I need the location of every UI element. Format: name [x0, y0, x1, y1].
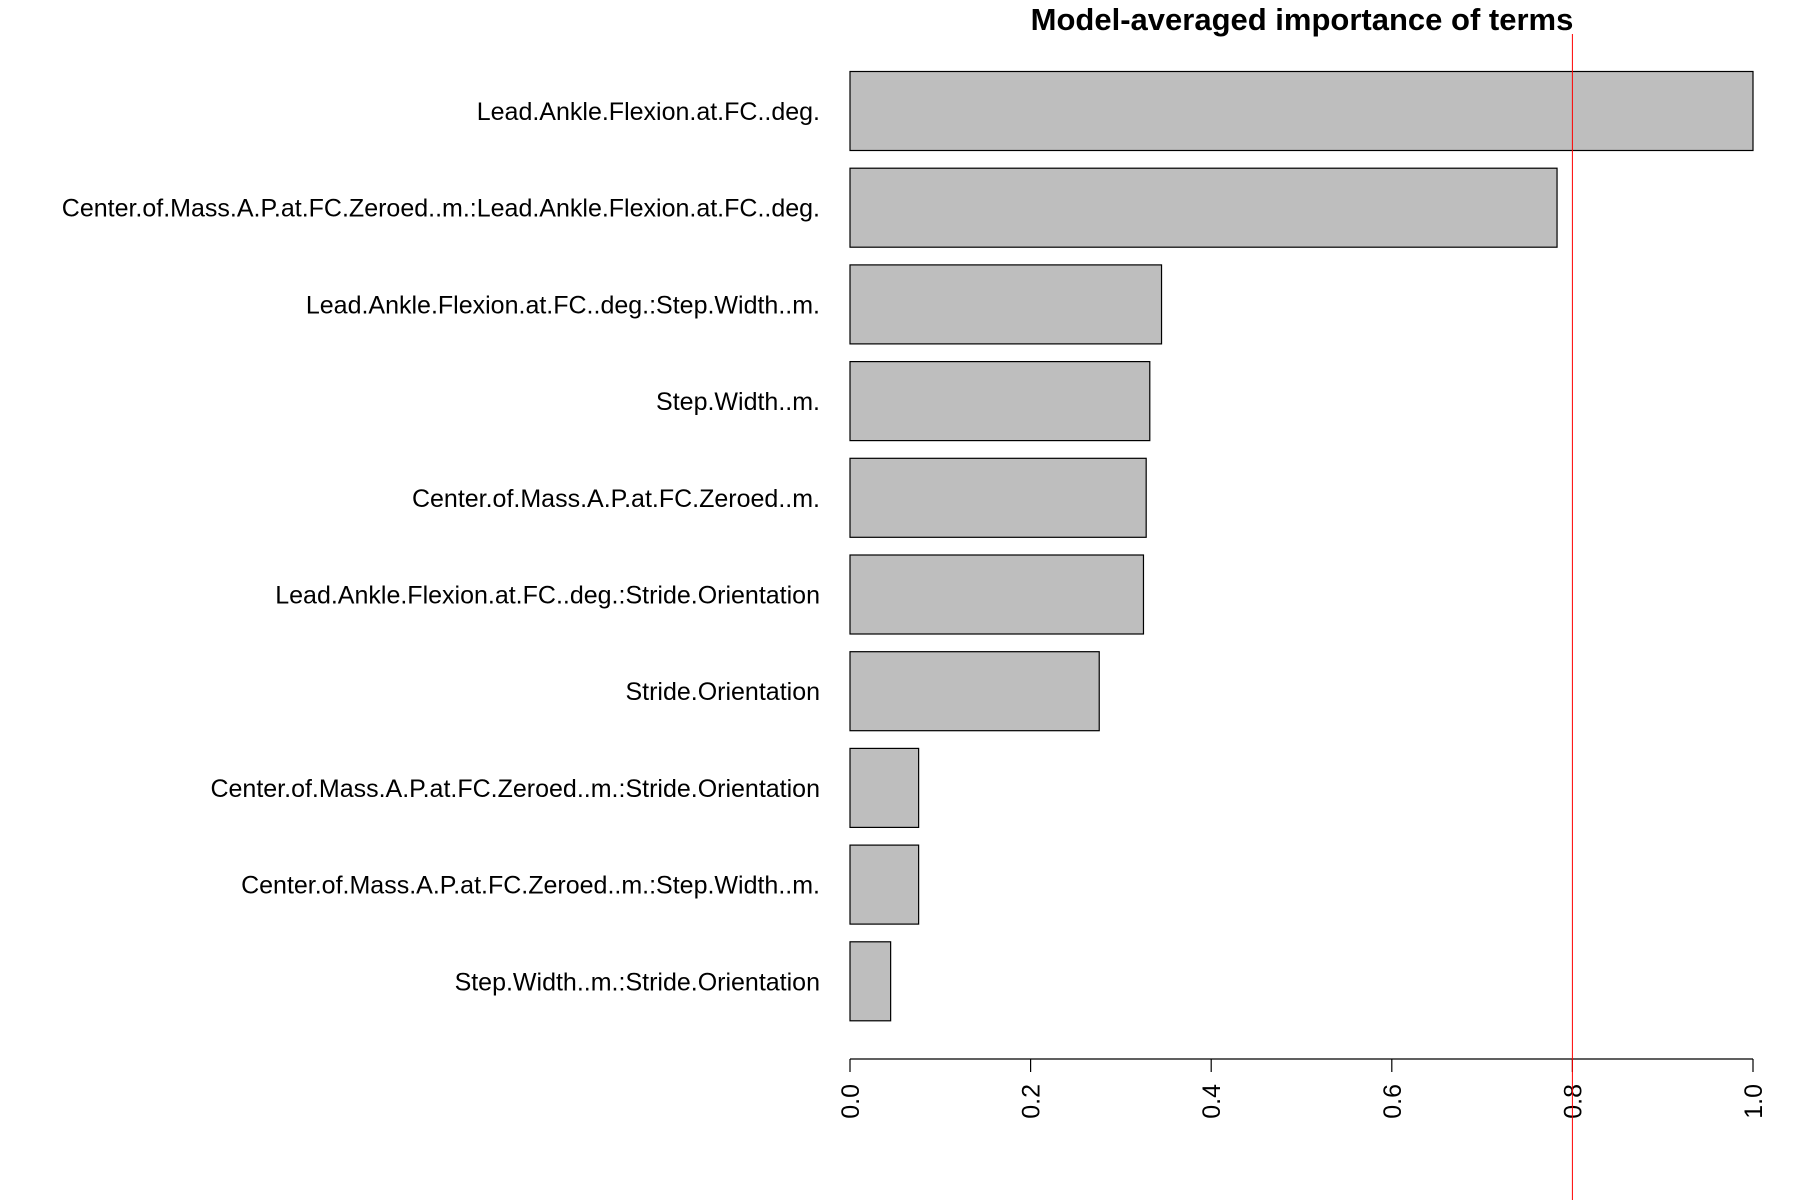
bar — [849, 361, 1151, 442]
bar — [849, 167, 1558, 248]
chart-title: Model-averaged importance of terms — [1031, 2, 1574, 37]
bar — [849, 554, 1145, 635]
bar — [849, 941, 892, 1022]
x-tick-label: 0.4 — [1198, 1084, 1226, 1119]
category-labels-group: Lead.Ankle.Flexion.at.FC..deg. Center.of.… — [62, 98, 820, 996]
x-tick-label: 0.6 — [1379, 1084, 1407, 1119]
category-label: Stride.Orientation — [625, 678, 820, 706]
bar — [849, 457, 1147, 538]
category-label: Center.of.Mass.A.P.at.FC.Zeroed..m.:Step… — [241, 872, 820, 900]
category-label: Step.Width..m.:Stride.Orientation — [455, 968, 820, 996]
x-axis: 0.0 0.2 0.4 0.6 0.8 1.0 — [837, 1058, 1768, 1119]
category-label: Center.of.Mass.A.P.at.FC.Zeroed..m.:Stri… — [210, 775, 820, 803]
category-label: Lead.Ankle.Flexion.at.FC..deg.:Stride.Or… — [275, 582, 820, 610]
category-label: Step.Width..m. — [656, 388, 820, 416]
bar — [849, 747, 920, 829]
category-label: Center.of.Mass.A.P.at.FC.Zeroed..m.:Lead… — [62, 195, 820, 223]
bar — [849, 264, 1163, 345]
category-label: Center.of.Mass.A.P.at.FC.Zeroed..m. — [412, 485, 820, 513]
x-tick-label: 1.0 — [1740, 1084, 1768, 1119]
bar — [849, 70, 1754, 152]
bars-group — [849, 70, 1754, 1022]
category-label: Lead.Ankle.Flexion.at.FC..deg.:Step.Widt… — [306, 291, 820, 319]
bar — [849, 844, 920, 925]
x-tick-label: 0.2 — [1018, 1084, 1046, 1119]
category-label: Lead.Ankle.Flexion.at.FC..deg. — [477, 98, 820, 126]
x-tick-label: 0.8 — [1559, 1084, 1587, 1119]
bar — [849, 651, 1100, 732]
x-tick-label: 0.0 — [837, 1084, 865, 1119]
